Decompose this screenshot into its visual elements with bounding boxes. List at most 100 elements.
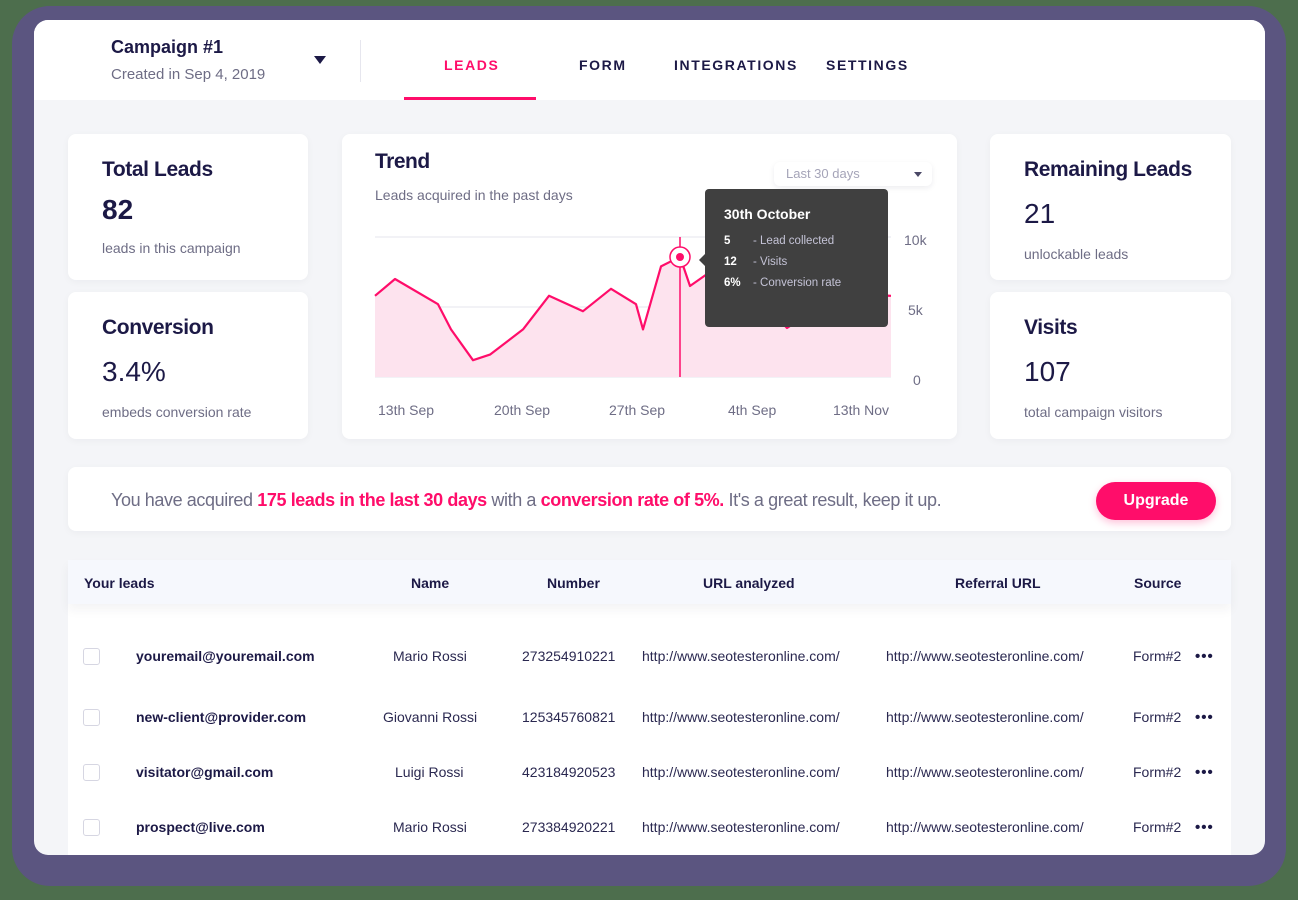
trend-title: Trend: [375, 150, 430, 173]
lead-email: youremail@youremail.com: [136, 648, 315, 664]
summary-middle: with a: [486, 490, 541, 510]
column-header-referral-url[interactable]: Referral URL: [955, 575, 1041, 591]
lead-url-analyzed[interactable]: http://www.seotesteronline.com/: [642, 819, 840, 835]
lead-name: Giovanni Rossi: [383, 709, 478, 725]
lead-referral-url[interactable]: http://www.seotesteronline.com/: [886, 648, 1084, 664]
more-options-icon[interactable]: •••: [1195, 764, 1214, 781]
lead-source: Form#2: [1133, 709, 1182, 725]
lead-name: Mario Rossi: [393, 648, 467, 664]
header-divider: [360, 40, 361, 82]
remaining-leads-sub: unlockable leads: [1024, 246, 1129, 262]
column-header-url-analyzed[interactable]: URL analyzed: [703, 575, 795, 591]
lead-name: Mario Rossi: [393, 819, 467, 835]
column-header-number[interactable]: Number: [547, 575, 600, 591]
summary-banner: You have acquired 175 leads in the last …: [68, 467, 1231, 531]
row-checkbox[interactable]: [83, 648, 100, 665]
row-checkbox[interactable]: [83, 709, 100, 726]
campaign-created-date: Created in Sep 4, 2019: [111, 66, 266, 83]
column-header-source[interactable]: Source: [1134, 575, 1182, 591]
tooltip-leads-label: - Lead collected: [753, 235, 835, 247]
total-leads-value: 82: [102, 194, 134, 225]
tooltip-row-conversion: 6% - Conversion rate: [724, 277, 841, 289]
remaining-leads-title: Remaining Leads: [1024, 158, 1192, 181]
lead-number: 423184920523: [522, 764, 616, 780]
lead-email: prospect@live.com: [136, 819, 265, 835]
x-tick-3: 27th Sep: [609, 402, 666, 418]
conversion-card: Conversion 3.4% embeds conversion rate: [68, 292, 308, 439]
column-header-name[interactable]: Name: [411, 575, 450, 591]
lead-source: Form#2: [1133, 819, 1182, 835]
summary-prefix: You have acquired: [111, 490, 258, 510]
visits-sub: total campaign visitors: [1024, 404, 1163, 420]
visits-value: 107: [1024, 356, 1071, 387]
visits-card: Visits 107 total campaign visitors: [990, 292, 1231, 439]
active-tab-indicator: [404, 97, 536, 100]
table-row[interactable]: visitator@gmail.com Luigi Rossi 42318492…: [68, 756, 1231, 796]
visits-title: Visits: [1024, 316, 1078, 339]
upgrade-button[interactable]: Upgrade: [1096, 482, 1216, 520]
chevron-down-icon: [914, 172, 922, 177]
tab-settings[interactable]: SETTINGS: [826, 57, 909, 73]
trend-card: Trend Leads acquired in the past days La…: [342, 134, 957, 439]
tab-leads[interactable]: LEADS: [444, 57, 500, 73]
chart-area-fill: [375, 256, 891, 377]
row-checkbox[interactable]: [83, 764, 100, 781]
lead-referral-url[interactable]: http://www.seotesteronline.com/: [886, 819, 1084, 835]
x-tick-2: 20th Sep: [494, 402, 551, 418]
lead-number: 273384920221: [522, 819, 616, 835]
app-window: Campaign #1 Created in Sep 4, 2019 LEADS…: [34, 20, 1265, 855]
conversion-sub: embeds conversion rate: [102, 404, 252, 420]
y-tick-5k: 5k: [908, 302, 923, 318]
tooltip-date: 30th October: [724, 206, 811, 222]
table-row[interactable]: new-client@provider.com Giovanni Rossi 1…: [68, 701, 1231, 741]
tooltip-visits-value: 12: [724, 256, 737, 268]
lead-url-analyzed[interactable]: http://www.seotesteronline.com/: [642, 709, 840, 725]
tab-form[interactable]: FORM: [579, 57, 627, 73]
campaign-title: Campaign #1: [111, 37, 224, 57]
more-options-icon[interactable]: •••: [1195, 648, 1214, 665]
tab-integrations[interactable]: INTEGRATIONS: [674, 57, 798, 73]
x-tick-5: 13th Nov: [833, 402, 890, 418]
header: Campaign #1 Created in Sep 4, 2019 LEADS…: [34, 20, 1265, 100]
lead-referral-url[interactable]: http://www.seotesteronline.com/: [886, 709, 1084, 725]
highlight-point: [676, 253, 684, 261]
tooltip-arrow: [699, 254, 705, 266]
total-leads-card: Total Leads 82 leads in this campaign: [68, 134, 308, 280]
date-range-value: Last 30 days: [786, 166, 860, 181]
total-leads-sub: leads in this campaign: [102, 240, 241, 256]
more-options-icon[interactable]: •••: [1195, 709, 1214, 726]
tooltip-conversion-value: 6%: [724, 277, 741, 289]
row-checkbox[interactable]: [83, 819, 100, 836]
x-tick-4: 4th Sep: [728, 402, 777, 418]
trend-subtitle: Leads acquired in the past days: [375, 187, 573, 203]
summary-text: You have acquired 175 leads in the last …: [111, 490, 942, 511]
summary-conversion-highlight: conversion rate of 5%.: [540, 490, 725, 510]
lead-source: Form#2: [1133, 764, 1182, 780]
lead-referral-url[interactable]: http://www.seotesteronline.com/: [886, 764, 1084, 780]
remaining-leads-card: Remaining Leads 21 unlockable leads: [990, 134, 1231, 280]
lead-url-analyzed[interactable]: http://www.seotesteronline.com/: [642, 764, 840, 780]
tooltip-conversion-label: - Conversion rate: [753, 277, 842, 289]
conversion-value: 3.4%: [102, 356, 166, 387]
total-leads-title: Total Leads: [102, 158, 213, 181]
column-header-your-leads[interactable]: Your leads: [84, 575, 155, 591]
campaign-dropdown-caret-icon[interactable]: [314, 56, 326, 64]
tooltip-row-visits: 12 - Visits: [724, 256, 787, 268]
table-row[interactable]: prospect@live.com Mario Rossi 2733849202…: [68, 811, 1231, 851]
y-tick-0: 0: [913, 372, 921, 388]
lead-source: Form#2: [1133, 648, 1182, 664]
lead-url-analyzed[interactable]: http://www.seotesteronline.com/: [642, 648, 840, 664]
table-row[interactable]: youremail@youremail.com Mario Rossi 2732…: [68, 640, 1231, 680]
date-range-select[interactable]: Last 30 days: [774, 162, 932, 186]
lead-number: 125345760821: [522, 709, 616, 725]
table-header: Your leads Name Number URL analyzed Refe…: [68, 560, 1231, 604]
tooltip-leads-value: 5: [724, 235, 731, 247]
more-options-icon[interactable]: •••: [1195, 819, 1214, 836]
summary-suffix: It's a great result, keep it up.: [723, 490, 942, 510]
y-tick-10k: 10k: [904, 232, 927, 248]
lead-email: new-client@provider.com: [136, 709, 307, 725]
leads-table: Your leads Name Number URL analyzed Refe…: [68, 560, 1231, 855]
x-tick-1: 13th Sep: [378, 402, 435, 418]
remaining-leads-value: 21: [1024, 198, 1056, 229]
lead-email: visitator@gmail.com: [136, 764, 274, 780]
